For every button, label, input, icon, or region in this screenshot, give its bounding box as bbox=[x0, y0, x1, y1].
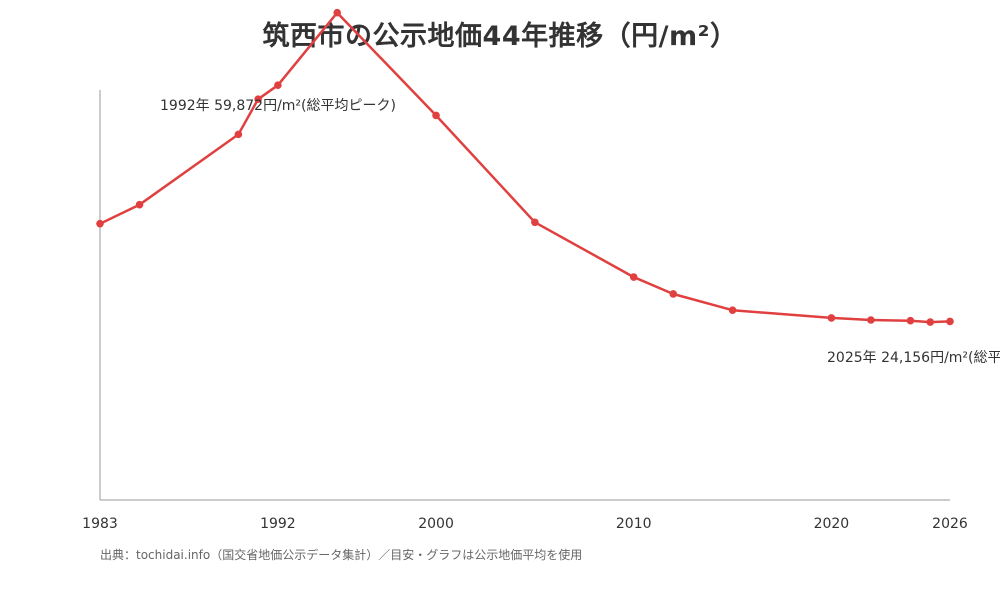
data-point bbox=[946, 317, 954, 326]
x-tick-label: 2010 bbox=[616, 516, 652, 532]
data-point bbox=[135, 200, 144, 209]
data-point bbox=[531, 218, 539, 227]
chart-axes bbox=[99, 90, 950, 501]
data-annotation: 2025年 24,156円/m²(総平均) bbox=[827, 350, 1000, 366]
data-point bbox=[432, 111, 440, 120]
x-tick-label: 2026 bbox=[932, 516, 968, 532]
data-point bbox=[333, 8, 342, 17]
data-point bbox=[827, 314, 836, 322]
x-axis-ticks: 1983 1992 2000 2010 2020 2026 bbox=[82, 516, 968, 532]
chart-title: 筑西市の公示地価44年推移（円/m²） bbox=[262, 21, 738, 52]
data-point bbox=[274, 81, 282, 89]
data-point bbox=[669, 290, 678, 298]
data-point bbox=[234, 130, 243, 139]
chart-annotations: 1992年 59,872円/m²(総平均ピーク) 2025年 24,156円/m²… bbox=[160, 98, 1000, 366]
x-tick-label: 1992 bbox=[260, 516, 296, 532]
data-point bbox=[96, 219, 104, 228]
chart-series bbox=[96, 8, 954, 326]
x-tick-label: 1983 bbox=[82, 516, 118, 532]
x-tick-label: 2020 bbox=[814, 516, 850, 532]
source-note: 出典：tochidai.info（国交省地価公示データ集計）／目安・グラフは公示… bbox=[100, 548, 583, 562]
data-point bbox=[906, 316, 915, 325]
data-point bbox=[254, 95, 262, 104]
data-point bbox=[629, 273, 638, 281]
data-point bbox=[867, 316, 875, 324]
data-annotation: 1992年 59,872円/m²(総平均ピーク) bbox=[160, 98, 396, 114]
series-line bbox=[99, 11, 951, 324]
x-tick-label: 2000 bbox=[418, 516, 454, 532]
data-point bbox=[728, 306, 737, 314]
data-point bbox=[926, 318, 935, 326]
